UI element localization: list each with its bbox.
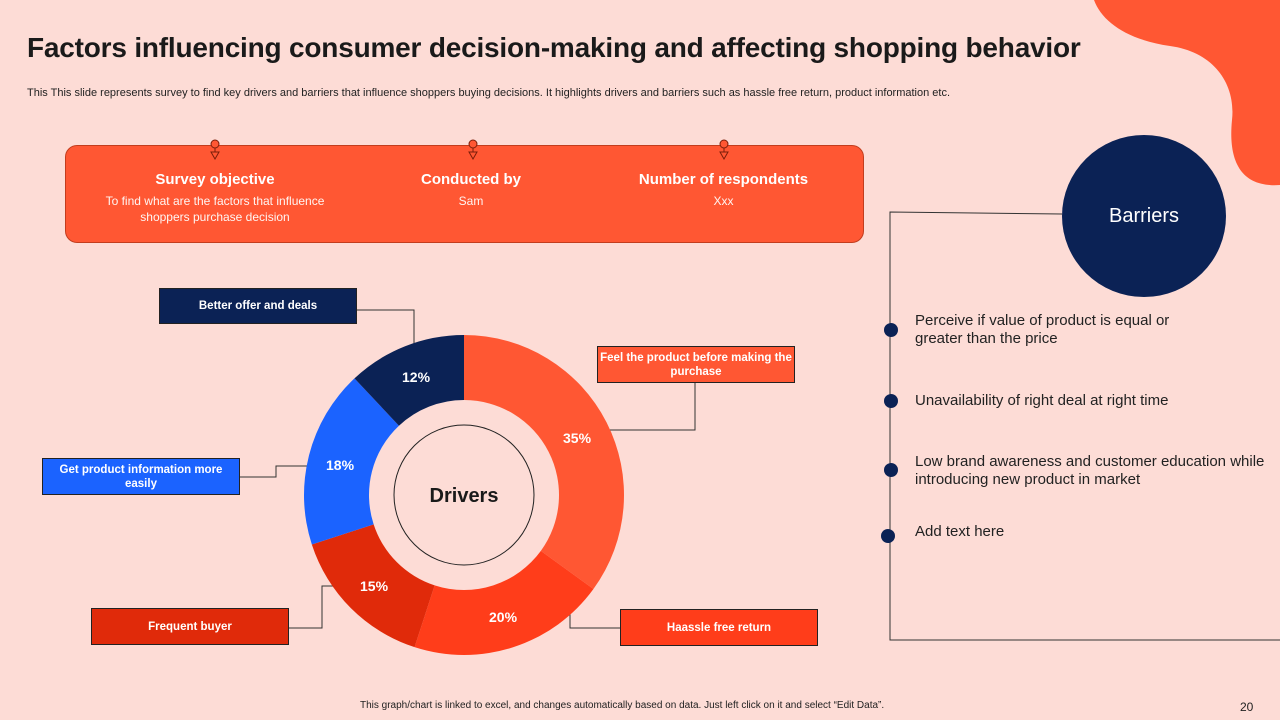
legend-frequent-buyer: Frequent buyer xyxy=(91,608,289,645)
barrier-item-2: Unavailability of right deal at right ti… xyxy=(915,392,1169,409)
conducted-by-value: Sam xyxy=(458,194,484,208)
bullet-dot-icon xyxy=(884,323,898,337)
bullet-dot-icon xyxy=(881,529,895,543)
respondents-value: Xxx xyxy=(713,194,734,208)
bullet-dot-icon xyxy=(884,394,898,408)
slide-title: Factors influencing consumer decision-ma… xyxy=(27,32,1081,63)
survey-objective-heading: Survey objective xyxy=(155,171,275,188)
conducted-by-heading: Conducted by xyxy=(421,171,521,188)
leader-line xyxy=(289,585,340,629)
legend-hassle-free-return: Haassle free return xyxy=(620,609,818,646)
survey-info-box: Survey objective To find what are the fa… xyxy=(65,145,864,243)
barrier-item-3: Low brand awareness and customer educati… xyxy=(915,453,1265,488)
pin-icon xyxy=(719,139,729,161)
data-label-better-offer: 12% xyxy=(402,369,431,385)
barriers-title: Barriers xyxy=(1108,204,1179,227)
leader-line xyxy=(602,383,696,431)
data-label-hassle-free-return: 20% xyxy=(489,609,518,625)
survey-objective: Survey objective To find what are the fa… xyxy=(86,171,344,225)
bullet-dot-icon xyxy=(884,463,898,477)
footer-note: This graph/chart is linked to excel, and… xyxy=(360,700,885,711)
slice-hassle-free-return xyxy=(414,550,594,655)
survey-respondents: Number of respondents Xxx xyxy=(611,171,836,209)
slice-product-info xyxy=(304,378,399,545)
slice-better-offer xyxy=(354,335,464,426)
legend-product-info: Get product information more easily xyxy=(42,458,240,495)
barrier-item-1: Perceive if value of product is equal or… xyxy=(915,312,1170,347)
data-label-feel-product: 35% xyxy=(563,430,592,446)
survey-objective-text: To find what are the factors that influe… xyxy=(105,194,325,224)
data-label-frequent-buyer: 15% xyxy=(360,578,389,594)
chart-center-title: Drivers xyxy=(430,485,499,507)
pin-icon xyxy=(210,139,220,161)
survey-conducted-by: Conducted by Sam xyxy=(376,171,566,209)
leader-line xyxy=(240,465,322,478)
slice-feel-product xyxy=(464,335,625,590)
slice-frequent-buyer xyxy=(311,524,435,648)
slide-subtitle: This This slide represents survey to fin… xyxy=(27,87,951,99)
page-number: 20 xyxy=(1240,700,1254,714)
barrier-item-4: Add text here xyxy=(915,523,1005,540)
barriers-circle: Barriers xyxy=(1062,135,1226,297)
legend-feel-product: Feel the product before making the purch… xyxy=(597,346,795,383)
respondents-heading: Number of respondents xyxy=(638,171,809,188)
pin-icon xyxy=(468,139,478,161)
legend-better-offer: Better offer and deals xyxy=(159,288,357,324)
donut-center-circle xyxy=(393,424,535,566)
data-label-product-info: 18% xyxy=(326,457,355,473)
